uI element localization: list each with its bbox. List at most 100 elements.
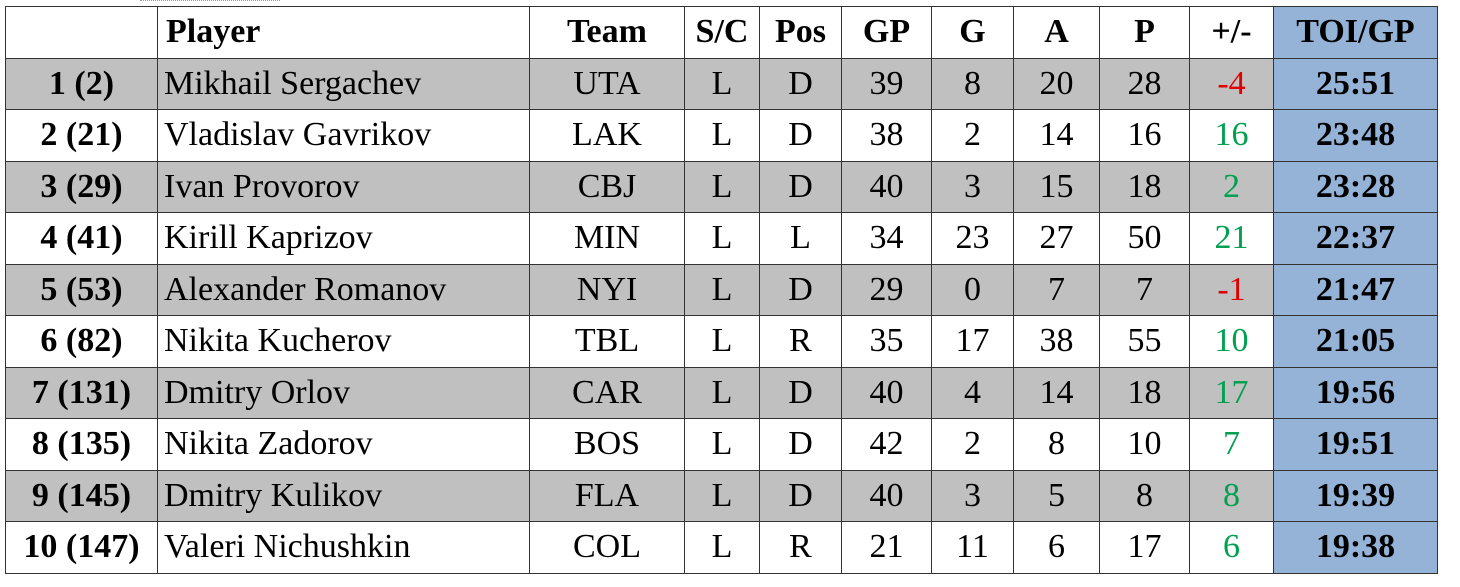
cell-a[interactable]: 8 [1013, 418, 1100, 471]
cell-plus-minus[interactable]: 17 [1189, 366, 1274, 419]
cell-toi[interactable]: 21:47 [1273, 263, 1438, 316]
cell-pos[interactable]: D [759, 263, 842, 316]
cell-rank[interactable]: 7 (131) [5, 366, 158, 419]
cell-plus-minus[interactable]: 6 [1189, 521, 1274, 574]
cell-gp[interactable]: 39 [841, 57, 932, 110]
cell-rank[interactable]: 4 (41) [5, 212, 158, 265]
cell-gp[interactable]: 40 [841, 469, 932, 522]
cell-a[interactable]: 27 [1013, 212, 1100, 265]
cell-a[interactable]: 6 [1013, 521, 1100, 574]
header-a[interactable]: A [1013, 6, 1100, 59]
cell-toi[interactable]: 19:39 [1273, 469, 1438, 522]
cell-pos[interactable]: R [759, 315, 842, 368]
cell-plus-minus[interactable]: 21 [1189, 212, 1274, 265]
cell-rank[interactable]: 8 (135) [5, 418, 158, 471]
cell-rank[interactable]: 2 (21) [5, 109, 158, 162]
cell-pos[interactable]: D [759, 418, 842, 471]
cell-gp[interactable]: 40 [841, 160, 932, 213]
header-p[interactable]: P [1099, 6, 1190, 59]
cell-g[interactable]: 3 [931, 160, 1014, 213]
header-player[interactable]: Player [157, 6, 530, 59]
cell-p[interactable]: 50 [1099, 212, 1190, 265]
cell-g[interactable]: 8 [931, 57, 1014, 110]
cell-team[interactable]: UTA [529, 57, 685, 110]
cell-toi[interactable]: 22:37 [1273, 212, 1438, 265]
cell-p[interactable]: 7 [1099, 263, 1190, 316]
cell-sc[interactable]: L [684, 212, 760, 265]
cell-g[interactable]: 0 [931, 263, 1014, 316]
cell-team[interactable]: LAK [529, 109, 685, 162]
cell-gp[interactable]: 40 [841, 366, 932, 419]
cell-p[interactable]: 8 [1099, 469, 1190, 522]
cell-rank[interactable]: 5 (53) [5, 263, 158, 316]
cell-g[interactable]: 11 [931, 521, 1014, 574]
cell-player[interactable]: Valeri Nichushkin [157, 521, 530, 574]
cell-sc[interactable]: L [684, 263, 760, 316]
cell-gp[interactable]: 21 [841, 521, 932, 574]
cell-team[interactable]: MIN [529, 212, 685, 265]
cell-plus-minus[interactable]: 8 [1189, 469, 1274, 522]
cell-toi[interactable]: 19:38 [1273, 521, 1438, 574]
cell-g[interactable]: 2 [931, 109, 1014, 162]
header-toi[interactable]: TOI/GP [1273, 6, 1438, 59]
cell-toi[interactable]: 25:51 [1273, 57, 1438, 110]
cell-plus-minus[interactable]: 16 [1189, 109, 1274, 162]
cell-gp[interactable]: 42 [841, 418, 932, 471]
cell-p[interactable]: 55 [1099, 315, 1190, 368]
cell-gp[interactable]: 29 [841, 263, 932, 316]
cell-plus-minus[interactable]: 2 [1189, 160, 1274, 213]
header-plus-minus[interactable]: +/- [1189, 6, 1274, 59]
cell-sc[interactable]: L [684, 160, 760, 213]
cell-g[interactable]: 4 [931, 366, 1014, 419]
cell-pos[interactable]: D [759, 469, 842, 522]
cell-player[interactable]: Mikhail Sergachev [157, 57, 530, 110]
cell-gp[interactable]: 35 [841, 315, 932, 368]
cell-a[interactable]: 15 [1013, 160, 1100, 213]
cell-pos[interactable]: D [759, 366, 842, 419]
cell-plus-minus[interactable]: -4 [1189, 57, 1274, 110]
header-team[interactable]: Team [529, 6, 685, 59]
cell-a[interactable]: 38 [1013, 315, 1100, 368]
cell-player[interactable]: Vladislav Gavrikov [157, 109, 530, 162]
cell-plus-minus[interactable]: 7 [1189, 418, 1274, 471]
cell-pos[interactable]: L [759, 212, 842, 265]
cell-team[interactable]: NYI [529, 263, 685, 316]
cell-team[interactable]: BOS [529, 418, 685, 471]
header-g[interactable]: G [931, 6, 1014, 59]
cell-sc[interactable]: L [684, 418, 760, 471]
cell-rank[interactable]: 10 (147) [5, 521, 158, 574]
header-rank[interactable] [5, 6, 158, 59]
cell-a[interactable]: 7 [1013, 263, 1100, 316]
cell-p[interactable]: 16 [1099, 109, 1190, 162]
cell-p[interactable]: 17 [1099, 521, 1190, 574]
cell-toi[interactable]: 19:56 [1273, 366, 1438, 419]
cell-p[interactable]: 18 [1099, 366, 1190, 419]
cell-player[interactable]: Ivan Provorov [157, 160, 530, 213]
cell-player[interactable]: Dmitry Orlov [157, 366, 530, 419]
cell-plus-minus[interactable]: 10 [1189, 315, 1274, 368]
cell-sc[interactable]: L [684, 109, 760, 162]
cell-sc[interactable]: L [684, 315, 760, 368]
cell-team[interactable]: CAR [529, 366, 685, 419]
cell-player[interactable]: Kirill Kaprizov [157, 212, 530, 265]
cell-p[interactable]: 28 [1099, 57, 1190, 110]
cell-toi[interactable]: 23:48 [1273, 109, 1438, 162]
header-pos[interactable]: Pos [759, 6, 842, 59]
cell-pos[interactable]: R [759, 521, 842, 574]
cell-pos[interactable]: D [759, 160, 842, 213]
header-sc[interactable]: S/C [684, 6, 760, 59]
cell-pos[interactable]: D [759, 57, 842, 110]
cell-toi[interactable]: 19:51 [1273, 418, 1438, 471]
cell-g[interactable]: 23 [931, 212, 1014, 265]
cell-g[interactable]: 17 [931, 315, 1014, 368]
cell-pos[interactable]: D [759, 109, 842, 162]
cell-team[interactable]: FLA [529, 469, 685, 522]
cell-rank[interactable]: 1 (2) [5, 57, 158, 110]
cell-a[interactable]: 14 [1013, 109, 1100, 162]
cell-sc[interactable]: L [684, 521, 760, 574]
cell-gp[interactable]: 38 [841, 109, 932, 162]
cell-a[interactable]: 5 [1013, 469, 1100, 522]
cell-player[interactable]: Dmitry Kulikov [157, 469, 530, 522]
cell-a[interactable]: 14 [1013, 366, 1100, 419]
cell-rank[interactable]: 6 (82) [5, 315, 158, 368]
